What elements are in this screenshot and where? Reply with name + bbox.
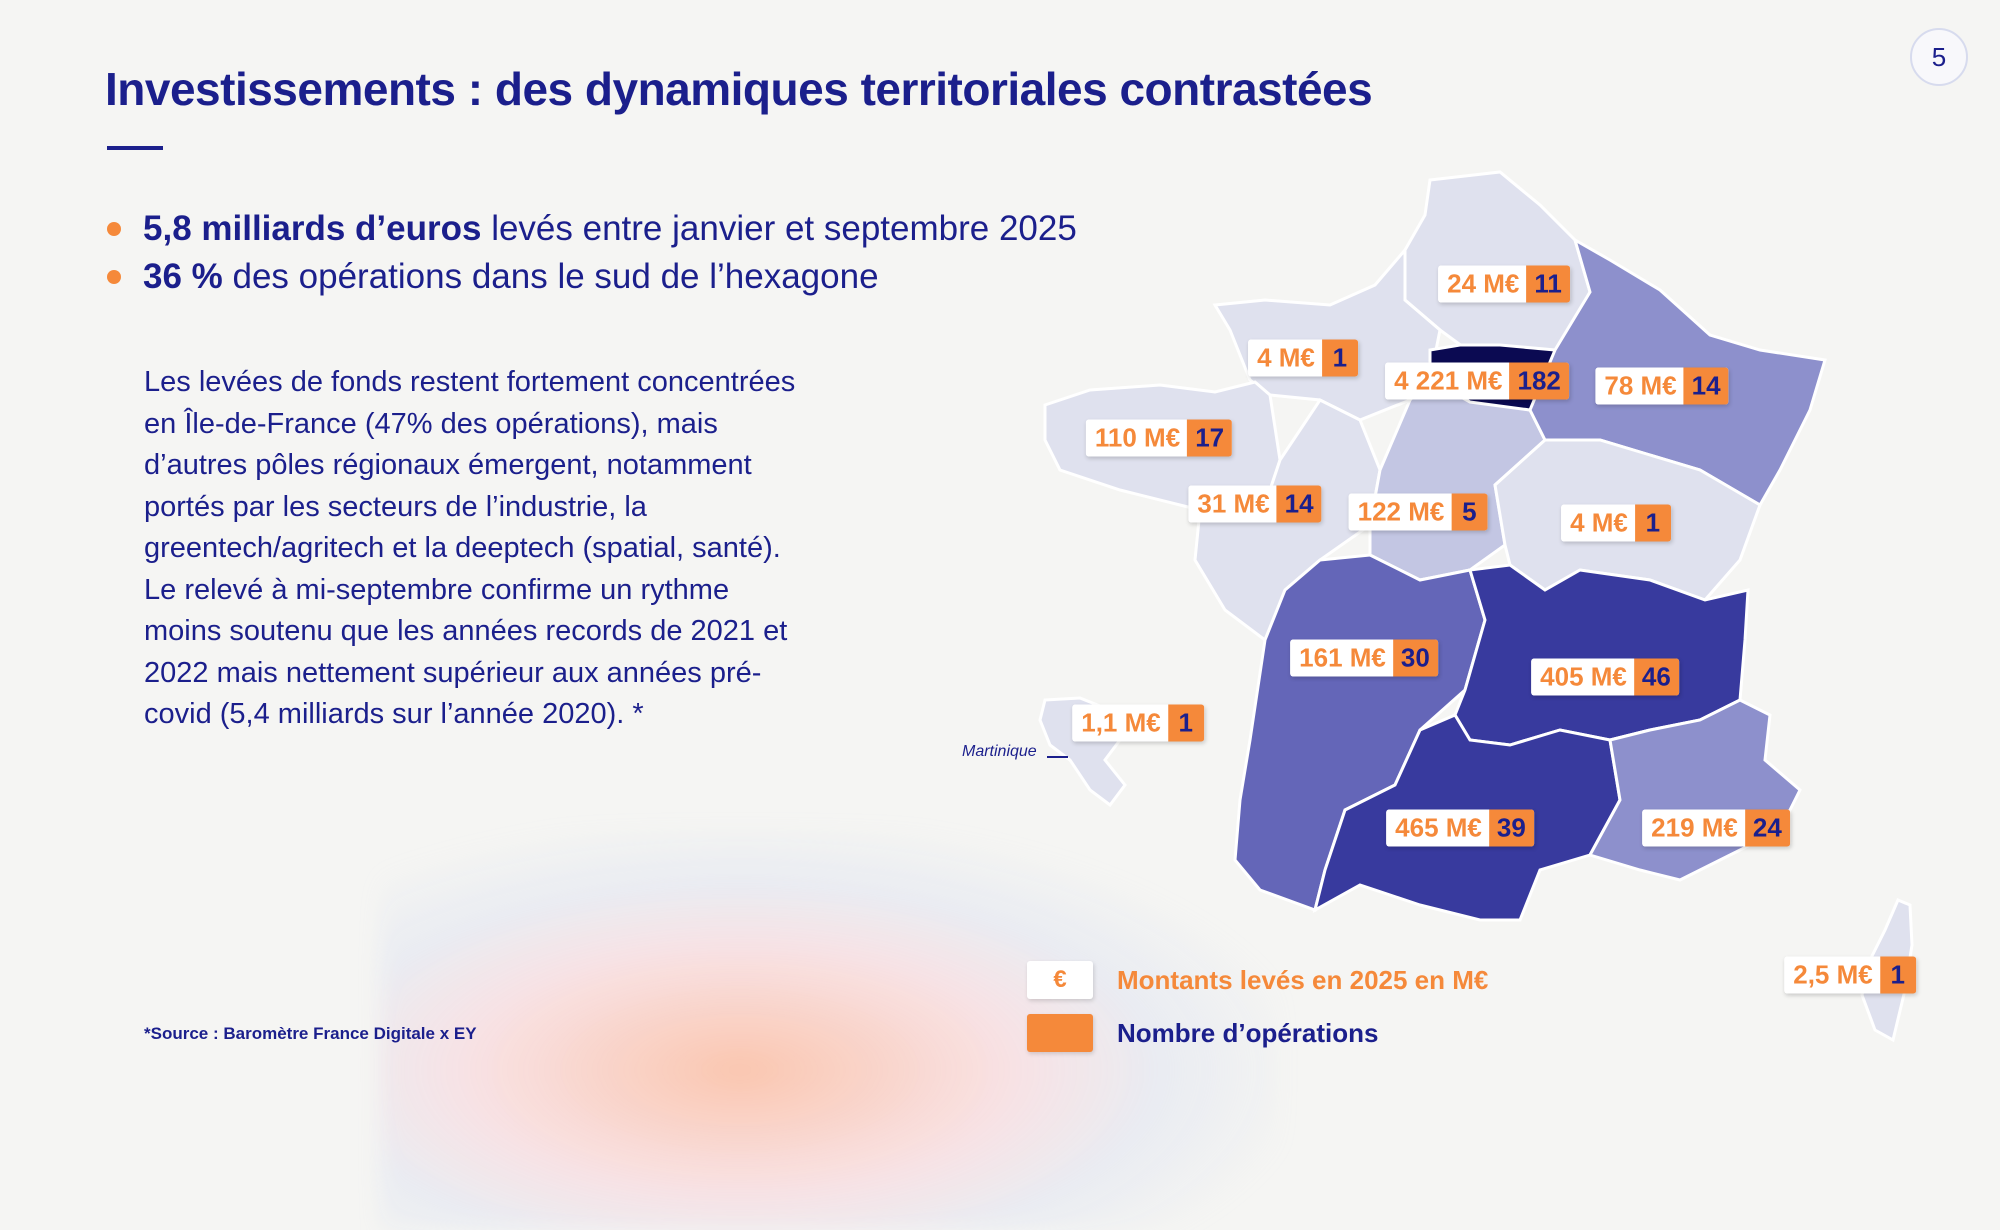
key-figure-funds: 5,8 milliards d’euros levés entre janvie… [105,205,1077,253]
bullet-dot-icon [107,270,121,284]
map-label-auvergne-rhone-alpes: 405 M€ 46 [1531,658,1679,696]
map-label-pays-de-la-loire: 31 M€ 14 [1188,485,1322,523]
operations-value: 46 [1633,658,1679,696]
amount-value: 2,5 M€ [1784,956,1880,994]
bullet-dot-icon [107,222,121,236]
key-figure-text: levés entre janvier et septembre 2025 [481,209,1077,248]
key-figure-south-share: 36 % des opérations dans le sud de l’hex… [105,253,1077,301]
amount-value: 24 M€ [1438,265,1527,303]
amount-value: 78 M€ [1595,367,1684,405]
title-underline [107,146,163,150]
legend-operations: Nombre d’opérations [1027,1014,1378,1052]
amount-value: 219 M€ [1642,809,1745,847]
map-label-normandie: 4 M€ 1 [1248,339,1358,377]
key-figures-list: 5,8 milliards d’euros levés entre janvie… [105,205,1077,301]
france-regions-map [1038,170,1914,1043]
amount-value: 4 M€ [1561,504,1635,542]
amount-value: 1,1 M€ [1072,704,1168,742]
map-label-ile-de-france: 4 221 M€ 182 [1385,362,1569,400]
legend-operations-label: Nombre d’opérations [1117,1017,1379,1048]
amount-value: 4 M€ [1248,339,1322,377]
operations-value: 14 [1683,367,1729,405]
amount-value: 405 M€ [1531,658,1634,696]
operations-value: 182 [1509,362,1569,400]
legend-euro-swatch: € [1027,961,1093,999]
amount-value: 31 M€ [1188,485,1277,523]
amount-value: 4 221 M€ [1385,362,1510,400]
legend-amount: € Montants levés en 2025 en M€ [1027,961,1488,999]
operations-value: 1 [1321,339,1358,377]
map-label-bretagne: 110 M€ 17 [1085,419,1233,457]
key-figure-bold: 36 % [143,257,223,296]
key-figure-text: des opérations dans le sud de l’hexagone [222,257,879,296]
map-label-hauts-de-france: 24 M€ 11 [1438,265,1570,303]
map-label-nouvelle-aquitaine: 161 M€ 30 [1290,639,1438,677]
map-label-corse: 2,5 M€ 1 [1784,956,1916,994]
amount-value: 161 M€ [1290,639,1393,677]
operations-value: 1 [1879,956,1916,994]
legend-amount-label: Montants levés en 2025 en M€ [1117,964,1489,995]
map-label-occitanie: 465 M€ 39 [1386,809,1534,847]
operations-value: 39 [1488,809,1534,847]
operations-value: 11 [1526,265,1570,303]
operations-value: 1 [1634,504,1671,542]
amount-value: 122 M€ [1348,493,1452,531]
map-label-centre-val-de-loire: 122 M€ 5 [1348,493,1488,531]
operations-value: 1 [1167,704,1204,742]
source-note: *Source : Baromètre France Digitale x EY [144,1024,477,1043]
map-label-martinique: 1,1 M€ 1 [1072,704,1204,742]
page-number: 5 [1910,28,1968,86]
martinique-label: Martinique [962,743,1037,760]
legend-operations-swatch [1027,1014,1093,1052]
operations-value: 30 [1392,639,1438,677]
map-label-paca: 219 M€ 24 [1642,809,1790,847]
key-figure-bold: 5,8 milliards d’euros [143,209,482,248]
map-label-bourgogne-franche-comte: 4 M€ 1 [1561,504,1671,542]
page-title: Investissements : des dynamiques territo… [105,63,1373,115]
amount-value: 110 M€ [1085,419,1188,457]
operations-value: 14 [1276,485,1322,523]
operations-value: 24 [1744,809,1790,847]
amount-value: 465 M€ [1386,809,1489,847]
operations-value: 5 [1451,493,1488,531]
operations-value: 17 [1187,419,1233,457]
body-paragraph: Les levées de fonds restent fortement co… [144,366,796,730]
map-label-grand-est: 78 M€ 14 [1595,367,1729,405]
